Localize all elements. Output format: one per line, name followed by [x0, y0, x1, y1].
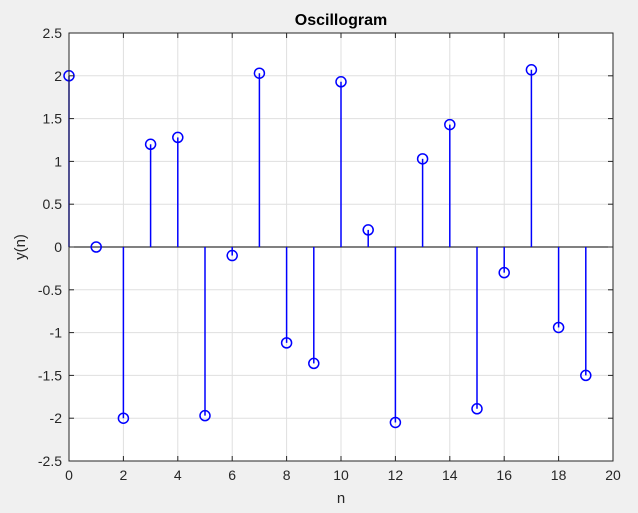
stem-marker [280, 337, 293, 349]
stem-marker [335, 76, 347, 88]
stem-marker [117, 412, 130, 424]
stem-marker [416, 153, 429, 165]
y-tick-label: 1.5 [43, 111, 63, 127]
x-tick-label: 18 [551, 467, 567, 483]
x-tick-label: 12 [388, 467, 404, 483]
x-tick-label: 0 [65, 467, 73, 483]
stem-marker [389, 416, 402, 429]
stem-marker [253, 67, 266, 79]
stem-marker [498, 266, 510, 279]
y-tick-label: 1 [54, 153, 62, 169]
x-tick-label: 4 [174, 467, 182, 483]
stem-point [525, 64, 538, 247]
x-tick-label: 6 [228, 467, 236, 483]
x-axis-ticks: 0 2 4 6 8 10 12 14 16 18 20 [65, 33, 621, 483]
stem-point [580, 247, 592, 382]
stem-point [444, 118, 456, 247]
stem-series [63, 64, 592, 429]
x-tick-label: 20 [605, 467, 621, 483]
x-tick-label: 8 [283, 467, 291, 483]
stem-marker [362, 224, 374, 236]
stem-point [90, 241, 102, 253]
stem-point [226, 247, 238, 262]
y-tick-label: -0.5 [38, 282, 62, 298]
y-tick-label: -1.5 [38, 367, 62, 383]
y-axis-label: y(n) [12, 234, 29, 260]
stem-point [172, 131, 184, 247]
stem-marker [90, 241, 102, 253]
x-tick-label: 14 [442, 467, 458, 483]
x-tick-label: 16 [496, 467, 512, 483]
y-tick-label: 2 [54, 68, 62, 84]
stem-marker [172, 131, 184, 144]
y-tick-label: -2.5 [38, 453, 62, 469]
y-tick-label: 2.5 [43, 25, 63, 41]
stem-point [117, 247, 130, 424]
stem-point [199, 247, 211, 422]
stem-point [416, 153, 429, 247]
stem-point [552, 247, 565, 334]
stem-marker [580, 369, 592, 382]
stem-point [280, 247, 293, 349]
stem-point [308, 247, 320, 370]
x-tick-label: 2 [120, 467, 128, 483]
stem-point [335, 76, 347, 247]
stem-point [253, 67, 266, 247]
y-axis-ticks: 2.5 2 1.5 1 0.5 0 -0.5 -1 -1.5 -2 -2.5 [38, 25, 613, 469]
y-tick-label: -1 [50, 325, 63, 341]
y-tick-label: -2 [50, 410, 63, 426]
stem-point [144, 138, 157, 247]
chart-title: Oscillogram [295, 12, 387, 29]
stem-marker [552, 321, 565, 334]
stem-marker [471, 403, 483, 415]
stem-marker [444, 118, 456, 131]
stem-marker [525, 64, 538, 76]
stem-point [471, 247, 483, 415]
stem-marker [199, 409, 211, 422]
x-tick-label: 10 [333, 467, 349, 483]
stem-marker [144, 138, 157, 151]
y-tick-label: 0 [54, 239, 62, 255]
y-tick-label: 0.5 [43, 196, 63, 212]
stem-marker [308, 357, 320, 370]
stem-point [362, 224, 374, 247]
x-axis-label: n [337, 490, 345, 507]
stem-point [498, 247, 510, 279]
stem-marker [226, 249, 238, 262]
stem-point [389, 247, 402, 429]
